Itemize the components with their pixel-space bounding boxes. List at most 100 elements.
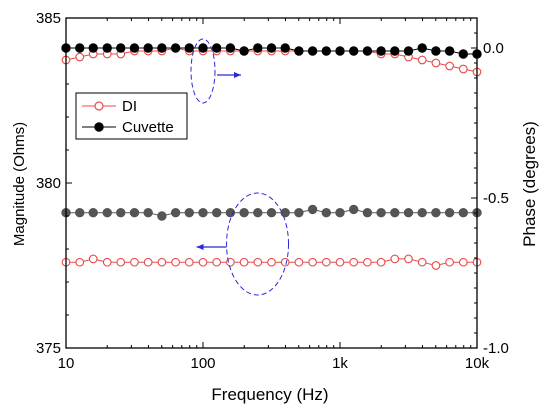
data-point <box>308 257 317 267</box>
data-point <box>88 254 98 264</box>
x-tick-label: 10 <box>58 355 75 372</box>
legend-marker-cuvette <box>94 122 104 132</box>
data-point <box>404 254 413 264</box>
series-layer <box>61 43 482 270</box>
data-point <box>116 43 126 53</box>
left-y-tick-label: 380 <box>36 175 61 192</box>
data-point <box>307 46 318 56</box>
annotation-arrow-head <box>234 72 241 78</box>
data-point <box>363 257 372 267</box>
data-point <box>88 43 98 53</box>
data-point <box>348 46 359 56</box>
data-point <box>321 257 331 267</box>
data-point <box>239 257 249 267</box>
data-point <box>170 43 181 53</box>
data-point <box>335 46 345 56</box>
data-point <box>75 43 85 53</box>
x-tick-label: 100 <box>190 355 215 372</box>
axes: 10 100 1k 10k 375 380 385 -1.0 -0.5 0.0 <box>36 10 509 372</box>
data-point <box>75 52 85 62</box>
data-point <box>157 257 167 267</box>
data-point <box>417 208 427 218</box>
annotation-arrow-head <box>196 244 204 250</box>
data-point <box>225 43 236 53</box>
data-point <box>349 257 359 267</box>
data-point <box>403 46 414 56</box>
plot-frame <box>65 17 478 349</box>
data-point <box>417 43 427 53</box>
data-point <box>143 43 153 53</box>
data-point <box>239 208 249 218</box>
data-point <box>458 208 469 218</box>
data-point <box>253 208 263 218</box>
data-point <box>280 208 290 218</box>
data-point <box>458 49 469 59</box>
x-tick-label: 1k <box>332 355 348 372</box>
data-point <box>307 204 318 215</box>
data-point <box>431 58 441 68</box>
data-point <box>130 257 139 267</box>
data-point <box>170 208 181 218</box>
x-tick-label: 10k <box>465 355 490 372</box>
data-point <box>88 208 98 218</box>
data-point <box>198 208 208 218</box>
data-point <box>102 208 112 218</box>
data-point <box>253 257 263 267</box>
data-point <box>280 43 290 53</box>
series-cuvette-magnitude <box>61 204 482 221</box>
right-y-axis-title: Phase (degrees) <box>520 121 539 247</box>
data-point <box>294 208 304 218</box>
data-point <box>75 257 85 267</box>
data-point <box>335 257 345 267</box>
legend-box <box>75 92 188 140</box>
data-point <box>390 254 400 264</box>
data-point <box>184 43 194 53</box>
data-point <box>376 208 386 218</box>
data-point <box>403 208 414 218</box>
legend-label-di: DI <box>122 98 137 115</box>
data-point <box>212 43 222 53</box>
data-point <box>445 61 454 71</box>
data-point <box>390 46 400 56</box>
data-point <box>266 43 277 53</box>
data-point <box>143 208 153 218</box>
data-point <box>212 208 222 218</box>
data-point <box>417 257 427 267</box>
left-y-tick-label: 385 <box>36 10 61 27</box>
data-point <box>458 64 468 74</box>
annotation-ellipse <box>226 192 290 296</box>
data-point <box>267 257 276 267</box>
data-point <box>157 43 167 53</box>
data-point <box>294 257 304 267</box>
data-point <box>444 46 455 56</box>
annotation-layer <box>190 38 290 296</box>
data-point <box>184 257 194 267</box>
annotation-ellipse <box>190 38 216 104</box>
series-cuvette-phase <box>61 43 482 59</box>
right-y-tick-label: 0.0 <box>483 40 504 57</box>
data-point <box>239 46 249 56</box>
legend: DI Cuvette <box>75 92 188 140</box>
data-point <box>431 208 441 218</box>
data-point <box>348 204 359 215</box>
data-point <box>321 46 331 56</box>
data-point <box>184 208 194 218</box>
data-point <box>458 257 468 267</box>
data-point <box>102 43 112 53</box>
data-point <box>157 211 167 221</box>
data-point <box>335 208 345 218</box>
data-point <box>294 46 304 56</box>
data-point <box>321 208 331 218</box>
data-point <box>129 208 140 218</box>
data-point <box>75 208 85 218</box>
series-di-magnitude <box>61 254 482 270</box>
left-y-axis-title: Magnitude (Ohms) <box>11 122 28 246</box>
data-point <box>171 257 180 267</box>
data-point <box>431 46 441 56</box>
legend-marker-di <box>94 101 104 111</box>
data-point <box>266 208 277 218</box>
legend-label-cuvette: Cuvette <box>122 119 174 136</box>
data-point <box>431 261 441 270</box>
data-point <box>116 208 126 218</box>
